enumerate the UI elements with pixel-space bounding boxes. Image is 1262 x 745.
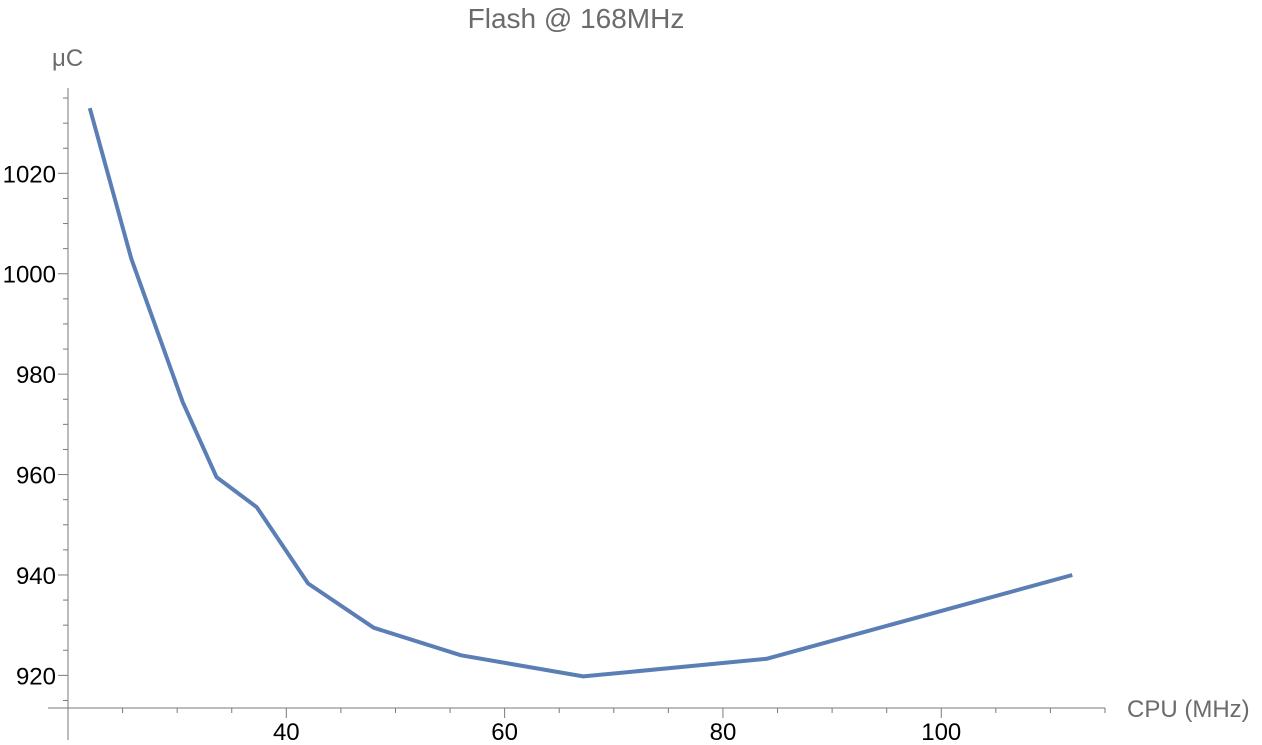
y-tick-label: 1000 [3, 262, 56, 289]
y-axis-label: μC [52, 45, 83, 72]
y-tick-label: 920 [16, 663, 56, 690]
x-tick-label: 100 [921, 719, 961, 745]
y-tick-label: 960 [16, 463, 56, 490]
y-tick-label: 940 [16, 563, 56, 590]
y-tick-label: 980 [16, 362, 56, 389]
axes: 40 60 80 100 920 940 960 980 1000 1020 [3, 88, 1106, 745]
x-axis-label: CPU (MHz) [1127, 696, 1250, 723]
x-tick-label: 60 [491, 719, 518, 745]
series-layer [87, 107, 1073, 679]
x-tick-label: 80 [710, 719, 737, 745]
chart-title: Flash @ 168MHz [468, 3, 685, 34]
x-tick-label: 40 [273, 719, 300, 745]
series-line [87, 107, 1073, 679]
y-tick-label: 1020 [3, 161, 56, 188]
